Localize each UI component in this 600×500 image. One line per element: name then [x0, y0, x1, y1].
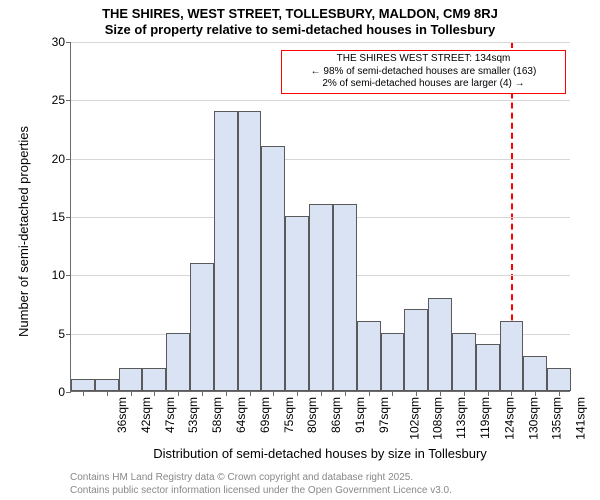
histogram-bar	[285, 216, 309, 391]
x-tick-mark	[178, 391, 179, 396]
x-tick-mark	[511, 391, 512, 396]
x-tick-label: 97sqm	[377, 397, 391, 433]
y-tick-label: 15	[52, 210, 71, 224]
footer-line2: Contains public sector information licen…	[70, 485, 452, 498]
histogram-bar	[500, 321, 524, 391]
histogram-bar	[381, 333, 405, 391]
x-tick-mark	[416, 391, 417, 396]
x-tick-mark	[535, 391, 536, 396]
annotation-line1: THE SHIRES WEST STREET: 134sqm	[286, 53, 561, 66]
x-tick-mark	[83, 391, 84, 396]
x-tick-mark	[464, 391, 465, 396]
y-tick-label: 0	[58, 385, 71, 399]
histogram-bar	[476, 344, 500, 391]
x-tick-mark	[226, 391, 227, 396]
x-tick-mark	[488, 391, 489, 396]
x-tick-label: 47sqm	[163, 397, 177, 433]
x-tick-label: 80sqm	[305, 397, 319, 433]
x-tick-label: 58sqm	[210, 397, 224, 433]
y-axis-title: Number of semi-detached properties	[16, 126, 31, 337]
x-tick-label: 113sqm	[454, 397, 468, 439]
histogram-bar	[547, 368, 571, 391]
plot-area: 05101520253036sqm42sqm47sqm53sqm58sqm64s…	[70, 42, 570, 392]
x-tick-label: 69sqm	[258, 397, 272, 433]
x-tick-label: 124sqm	[503, 397, 517, 440]
histogram-bar	[404, 309, 428, 391]
histogram-bar	[119, 368, 143, 391]
x-tick-mark	[440, 391, 441, 396]
histogram-bar	[452, 333, 476, 391]
x-tick-mark	[250, 391, 251, 396]
x-tick-mark	[202, 391, 203, 396]
x-tick-label: 135sqm	[550, 397, 564, 440]
x-tick-mark	[154, 391, 155, 396]
y-tick-label: 30	[52, 35, 71, 49]
chart-title-line2: Size of property relative to semi-detach…	[0, 22, 600, 37]
x-tick-label: 36sqm	[115, 397, 129, 433]
histogram-bar	[428, 298, 452, 391]
annotation-line2: ← 98% of semi-detached houses are smalle…	[286, 66, 561, 79]
x-tick-mark	[131, 391, 132, 396]
histogram-bar	[166, 333, 190, 391]
y-gridline	[71, 42, 570, 43]
y-gridline	[71, 100, 570, 101]
histogram-bar	[357, 321, 381, 391]
footer-line1: Contains HM Land Registry data © Crown c…	[70, 472, 452, 485]
histogram-bar	[142, 368, 166, 391]
histogram-bar	[71, 379, 95, 391]
chart-footer: Contains HM Land Registry data © Crown c…	[70, 472, 452, 497]
x-tick-mark	[559, 391, 560, 396]
histogram-bar	[523, 356, 547, 391]
histogram-bar	[214, 111, 238, 391]
x-tick-label: 42sqm	[139, 397, 153, 433]
x-tick-mark	[345, 391, 346, 396]
histogram-bar	[190, 263, 214, 391]
y-tick-label: 25	[52, 93, 71, 107]
histogram-bar	[261, 146, 285, 391]
histogram-bar	[309, 204, 333, 391]
x-tick-mark	[297, 391, 298, 396]
annotation-line3: 2% of semi-detached houses are larger (4…	[286, 78, 561, 91]
annotation-box: THE SHIRES WEST STREET: 134sqm ← 98% of …	[281, 50, 566, 94]
x-tick-mark	[392, 391, 393, 396]
y-gridline	[71, 159, 570, 160]
y-tick-label: 5	[58, 327, 71, 341]
x-tick-mark	[321, 391, 322, 396]
x-tick-label: 86sqm	[329, 397, 343, 433]
x-tick-mark	[273, 391, 274, 396]
x-tick-label: 53sqm	[186, 397, 200, 433]
x-tick-label: 102sqm	[407, 397, 421, 440]
y-tick-label: 20	[52, 152, 71, 166]
x-axis-title: Distribution of semi-detached houses by …	[70, 446, 570, 461]
x-tick-label: 91sqm	[353, 397, 367, 433]
x-tick-label: 119sqm	[478, 397, 492, 439]
x-tick-label: 108sqm	[431, 397, 445, 440]
chart-title-line1: THE SHIRES, WEST STREET, TOLLESBURY, MAL…	[0, 6, 600, 21]
x-tick-mark	[107, 391, 108, 396]
histogram-bar	[238, 111, 262, 391]
property-size-chart: THE SHIRES, WEST STREET, TOLLESBURY, MAL…	[0, 0, 600, 500]
histogram-bar	[95, 379, 119, 391]
x-tick-label: 141sqm	[574, 397, 588, 440]
x-tick-label: 64sqm	[234, 397, 248, 433]
y-tick-label: 10	[52, 268, 71, 282]
x-tick-mark	[369, 391, 370, 396]
x-tick-label: 75sqm	[282, 397, 296, 433]
x-tick-label: 130sqm	[526, 397, 540, 440]
histogram-bar	[333, 204, 357, 391]
